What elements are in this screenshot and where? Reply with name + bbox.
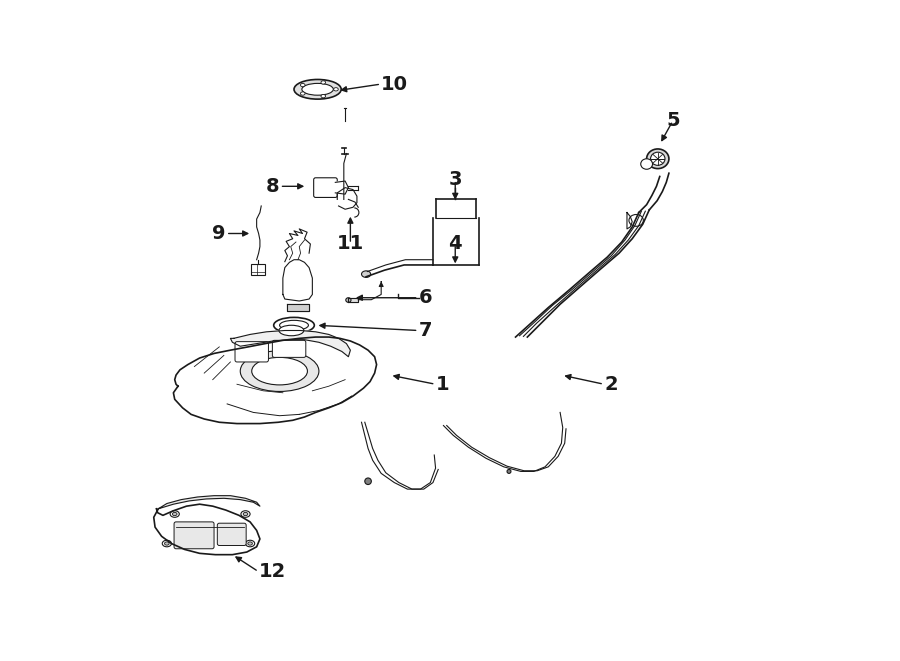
Ellipse shape bbox=[279, 325, 304, 336]
Bar bbox=[251, 264, 266, 275]
Text: 9: 9 bbox=[212, 224, 226, 243]
Text: 2: 2 bbox=[604, 375, 617, 394]
Ellipse shape bbox=[321, 95, 326, 98]
Ellipse shape bbox=[173, 512, 177, 516]
Text: 8: 8 bbox=[266, 176, 280, 196]
Ellipse shape bbox=[294, 79, 341, 99]
Ellipse shape bbox=[346, 297, 351, 302]
Text: 6: 6 bbox=[418, 288, 432, 307]
FancyBboxPatch shape bbox=[314, 178, 338, 198]
Ellipse shape bbox=[507, 469, 511, 473]
Polygon shape bbox=[158, 496, 260, 509]
Ellipse shape bbox=[301, 92, 305, 95]
FancyBboxPatch shape bbox=[217, 524, 247, 545]
FancyBboxPatch shape bbox=[174, 522, 214, 549]
Ellipse shape bbox=[243, 512, 248, 516]
Text: 10: 10 bbox=[382, 75, 409, 94]
Ellipse shape bbox=[170, 511, 179, 518]
Ellipse shape bbox=[646, 149, 669, 169]
Text: 5: 5 bbox=[666, 111, 680, 130]
Ellipse shape bbox=[252, 358, 308, 385]
FancyBboxPatch shape bbox=[235, 342, 268, 362]
Ellipse shape bbox=[651, 152, 665, 165]
Text: 4: 4 bbox=[448, 235, 462, 253]
Ellipse shape bbox=[301, 83, 305, 87]
Polygon shape bbox=[287, 304, 309, 311]
Polygon shape bbox=[154, 504, 260, 555]
Polygon shape bbox=[230, 330, 350, 357]
Polygon shape bbox=[174, 337, 376, 424]
Ellipse shape bbox=[240, 351, 319, 391]
Ellipse shape bbox=[162, 540, 171, 547]
Ellipse shape bbox=[280, 321, 309, 330]
Polygon shape bbox=[336, 181, 348, 194]
FancyBboxPatch shape bbox=[273, 340, 306, 358]
Ellipse shape bbox=[362, 271, 371, 278]
Ellipse shape bbox=[274, 317, 314, 333]
Ellipse shape bbox=[364, 478, 372, 485]
Ellipse shape bbox=[248, 542, 252, 545]
Polygon shape bbox=[283, 260, 312, 301]
Text: 12: 12 bbox=[258, 563, 286, 581]
Text: 7: 7 bbox=[418, 321, 432, 340]
Ellipse shape bbox=[246, 540, 255, 547]
Ellipse shape bbox=[165, 542, 169, 545]
Polygon shape bbox=[627, 213, 632, 229]
Polygon shape bbox=[348, 297, 358, 302]
Ellipse shape bbox=[302, 83, 333, 95]
Text: 3: 3 bbox=[448, 171, 462, 189]
Ellipse shape bbox=[629, 214, 643, 226]
Ellipse shape bbox=[321, 81, 326, 84]
Ellipse shape bbox=[641, 159, 652, 169]
Text: 1: 1 bbox=[436, 375, 449, 394]
Text: 11: 11 bbox=[337, 235, 364, 253]
Ellipse shape bbox=[334, 88, 338, 91]
Ellipse shape bbox=[241, 511, 250, 518]
